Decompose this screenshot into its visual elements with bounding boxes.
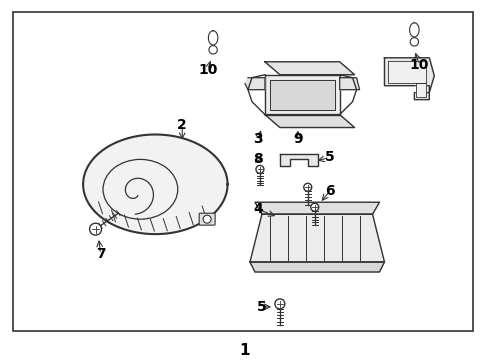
Text: 4: 4 [253,202,263,216]
Text: 6: 6 [325,184,335,198]
Text: 9: 9 [293,132,303,147]
Polygon shape [245,78,265,90]
Circle shape [203,215,211,223]
Circle shape [209,46,217,54]
Polygon shape [280,154,318,166]
Circle shape [410,38,418,46]
Polygon shape [208,31,218,45]
Text: 8: 8 [253,152,263,166]
Polygon shape [265,114,355,127]
Bar [13,12,473,331]
Polygon shape [385,58,434,100]
Polygon shape [250,214,385,262]
Polygon shape [250,262,385,272]
Text: 10: 10 [410,58,429,72]
Circle shape [275,299,285,309]
Text: 5: 5 [325,150,335,165]
Polygon shape [265,62,355,75]
Polygon shape [340,78,360,90]
FancyBboxPatch shape [199,213,215,225]
Text: 1: 1 [240,343,250,358]
Text: 5: 5 [257,300,267,314]
Circle shape [311,203,319,211]
Polygon shape [83,135,227,234]
Circle shape [90,223,101,235]
Circle shape [304,183,312,191]
Polygon shape [410,23,419,37]
Text: 10: 10 [198,63,218,77]
Text: 2: 2 [177,117,187,131]
Polygon shape [270,80,335,109]
Polygon shape [265,75,340,114]
Circle shape [256,165,264,174]
Text: 7: 7 [96,247,105,261]
Polygon shape [255,202,379,214]
Text: 3: 3 [253,132,263,147]
Polygon shape [389,61,426,96]
